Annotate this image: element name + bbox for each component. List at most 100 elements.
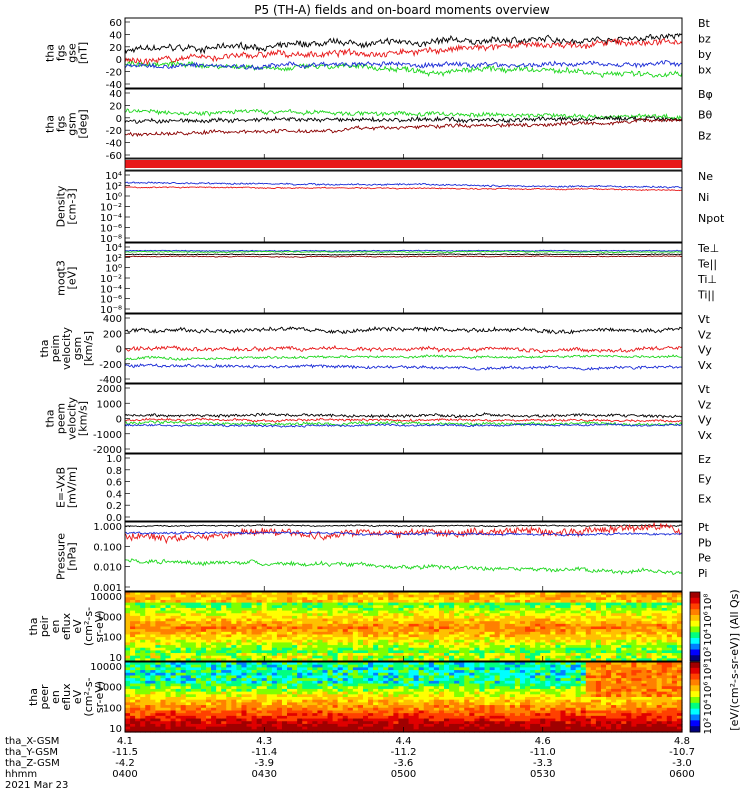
spec-cell — [292, 650, 298, 654]
spec-cell — [307, 667, 313, 671]
spec-cell — [631, 613, 638, 617]
spec-cell — [200, 613, 207, 617]
ylabel-line: peer — [38, 684, 51, 710]
spec-cell — [565, 597, 572, 601]
spec-cell — [302, 688, 308, 693]
spec-cell — [287, 602, 293, 606]
spec-cell — [160, 710, 167, 714]
spec-cell — [211, 613, 217, 617]
spec-cell — [606, 610, 612, 614]
spec-cell — [125, 621, 131, 625]
spec-cell — [231, 702, 237, 706]
spec-cell — [459, 647, 465, 651]
spec-cell — [484, 697, 491, 701]
spec-cell — [307, 626, 313, 630]
spec-cell — [231, 623, 237, 628]
spec-cell — [509, 637, 516, 641]
spec-cell — [454, 713, 460, 717]
spec-cell — [357, 705, 364, 709]
spec-cell — [469, 729, 475, 733]
spec-cell — [474, 655, 481, 659]
spec-cell — [302, 634, 308, 638]
spec-cell — [464, 680, 470, 685]
spec-cell — [585, 642, 592, 646]
spec-cell — [332, 615, 339, 620]
spec-cell — [327, 723, 334, 728]
spec-cell — [373, 664, 379, 668]
spec-cell — [545, 607, 551, 612]
spec-cell — [595, 605, 602, 609]
spec-cell — [489, 605, 496, 609]
spec-cell — [327, 697, 334, 701]
spec-cell — [135, 694, 141, 698]
series-Pi — [125, 531, 683, 537]
spec-cell — [332, 634, 339, 638]
ytick-label: 40 — [109, 89, 122, 100]
spec-cell — [281, 605, 288, 609]
spec-cell — [378, 697, 384, 701]
spec-cell — [408, 670, 415, 674]
spec-cell — [454, 602, 460, 606]
spec-cell — [449, 715, 455, 720]
spec-cell — [509, 597, 516, 601]
spec-cell — [570, 618, 577, 622]
spec-cell — [611, 645, 617, 649]
spec-cell — [150, 642, 156, 646]
spec-cell — [150, 705, 156, 709]
spec-cell — [221, 662, 227, 666]
spec-cell — [271, 713, 278, 717]
spec-cell — [631, 605, 638, 609]
spec-cell — [211, 645, 217, 649]
spec-cell — [530, 629, 536, 633]
spec-cell — [140, 670, 146, 674]
spec-cell — [211, 602, 217, 606]
spec-cell — [352, 597, 359, 601]
spec-cell — [292, 667, 298, 671]
spec-cell — [504, 599, 511, 604]
spec-cell — [398, 642, 405, 646]
spec-cell — [373, 634, 379, 638]
spec-cell — [130, 607, 136, 612]
spec-cell — [332, 647, 339, 651]
spec-cell — [464, 599, 470, 604]
spec-cell — [241, 713, 248, 717]
spec-cell — [337, 637, 344, 641]
spec-cell — [656, 642, 663, 646]
ytick-label: 0.010 — [93, 563, 122, 574]
spec-cell — [403, 605, 410, 609]
spec-cell — [135, 718, 141, 722]
spec-cell — [251, 655, 258, 659]
spec-cell — [165, 697, 172, 701]
spec-cell — [378, 653, 384, 657]
spec-cell — [398, 621, 405, 625]
ytick-label: 10⁰ — [105, 192, 122, 203]
spec-cell — [388, 672, 394, 677]
spec-cell — [160, 594, 167, 598]
spec-cell — [393, 599, 400, 604]
spec-cell — [226, 675, 232, 679]
spec-cell — [231, 592, 237, 596]
spec-cell — [200, 691, 207, 695]
spec-cell — [413, 592, 420, 596]
spec-cell — [307, 642, 313, 646]
series-Bphi — [124, 115, 683, 124]
spec-cell — [180, 702, 187, 706]
spec-cell — [469, 637, 475, 641]
spec-cell — [231, 664, 237, 668]
spec-cell — [327, 670, 334, 674]
spec-cell — [226, 670, 232, 674]
spec-cell — [200, 629, 207, 633]
spec-cell — [211, 597, 217, 601]
spec-cell — [337, 650, 344, 654]
spec-cell — [661, 605, 668, 609]
spec-cell — [565, 639, 572, 644]
series-Bz — [124, 117, 683, 138]
spec-cell — [357, 645, 364, 649]
ytick-label: 10⁻⁴ — [100, 213, 122, 224]
spec-cell — [585, 631, 592, 636]
spec-cell — [636, 594, 643, 598]
spec-cell — [297, 599, 303, 604]
spec-cell — [135, 637, 141, 641]
spec-cell — [322, 642, 329, 646]
spec-cell — [616, 599, 622, 604]
